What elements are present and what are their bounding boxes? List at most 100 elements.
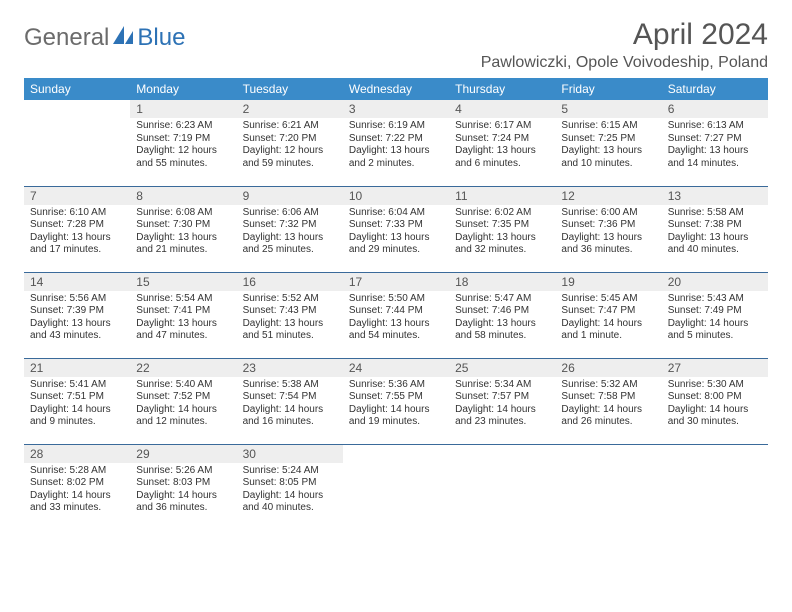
sunrise-text: Sunrise: 5:47 AM (455, 293, 549, 306)
day-number: 12 (555, 187, 661, 205)
day-header: Tuesday (237, 78, 343, 100)
sunset-text: Sunset: 7:51 PM (30, 391, 124, 404)
calendar-cell: 19Sunrise: 5:45 AMSunset: 7:47 PMDayligh… (555, 272, 661, 358)
sunset-text: Sunset: 7:41 PM (136, 305, 230, 318)
day-number: 18 (449, 273, 555, 291)
sunrise-text: Sunrise: 5:30 AM (668, 379, 762, 392)
calendar-table: Sunday Monday Tuesday Wednesday Thursday… (24, 78, 768, 530)
day-details: Sunrise: 6:08 AMSunset: 7:30 PMDaylight:… (130, 205, 236, 261)
sunrise-text: Sunrise: 5:28 AM (30, 465, 124, 478)
sunset-text: Sunset: 7:55 PM (349, 391, 443, 404)
sunrise-text: Sunrise: 5:43 AM (668, 293, 762, 306)
day-details: Sunrise: 5:24 AMSunset: 8:05 PMDaylight:… (237, 463, 343, 519)
calendar-body: 1Sunrise: 6:23 AMSunset: 7:19 PMDaylight… (24, 100, 768, 530)
title-block: April 2024 Pawlowiczki, Opole Voivodeshi… (481, 18, 768, 72)
day-number: 17 (343, 273, 449, 291)
day-details: Sunrise: 6:13 AMSunset: 7:27 PMDaylight:… (662, 118, 768, 174)
day-number: 15 (130, 273, 236, 291)
day-number: 5 (555, 100, 661, 118)
daylight-text: Daylight: 14 hours and 40 minutes. (243, 490, 337, 515)
day-details: Sunrise: 5:40 AMSunset: 7:52 PMDaylight:… (130, 377, 236, 433)
sunset-text: Sunset: 7:27 PM (668, 133, 762, 146)
calendar-cell: 3Sunrise: 6:19 AMSunset: 7:22 PMDaylight… (343, 100, 449, 186)
daylight-text: Daylight: 13 hours and 2 minutes. (349, 145, 443, 170)
sunrise-text: Sunrise: 6:21 AM (243, 120, 337, 133)
sunrise-text: Sunrise: 5:58 AM (668, 207, 762, 220)
sunrise-text: Sunrise: 5:26 AM (136, 465, 230, 478)
day-number: 30 (237, 445, 343, 463)
sunset-text: Sunset: 7:28 PM (30, 219, 124, 232)
calendar-cell (555, 444, 661, 530)
day-details: Sunrise: 6:21 AMSunset: 7:20 PMDaylight:… (237, 118, 343, 174)
sunset-text: Sunset: 7:49 PM (668, 305, 762, 318)
day-header: Thursday (449, 78, 555, 100)
daylight-text: Daylight: 14 hours and 9 minutes. (30, 404, 124, 429)
sunset-text: Sunset: 8:03 PM (136, 477, 230, 490)
day-details: Sunrise: 5:41 AMSunset: 7:51 PMDaylight:… (24, 377, 130, 433)
sunrise-text: Sunrise: 6:10 AM (30, 207, 124, 220)
day-number: 11 (449, 187, 555, 205)
daylight-text: Daylight: 12 hours and 59 minutes. (243, 145, 337, 170)
day-header: Monday (130, 78, 236, 100)
daylight-text: Daylight: 13 hours and 6 minutes. (455, 145, 549, 170)
sunrise-text: Sunrise: 5:38 AM (243, 379, 337, 392)
sunrise-text: Sunrise: 5:50 AM (349, 293, 443, 306)
sunrise-text: Sunrise: 6:02 AM (455, 207, 549, 220)
calendar-cell: 20Sunrise: 5:43 AMSunset: 7:49 PMDayligh… (662, 272, 768, 358)
day-details: Sunrise: 5:38 AMSunset: 7:54 PMDaylight:… (237, 377, 343, 433)
calendar-cell: 7Sunrise: 6:10 AMSunset: 7:28 PMDaylight… (24, 186, 130, 272)
calendar-cell: 25Sunrise: 5:34 AMSunset: 7:57 PMDayligh… (449, 358, 555, 444)
day-header: Saturday (662, 78, 768, 100)
daylight-text: Daylight: 14 hours and 36 minutes. (136, 490, 230, 515)
day-details: Sunrise: 5:54 AMSunset: 7:41 PMDaylight:… (130, 291, 236, 347)
day-number: 28 (24, 445, 130, 463)
calendar-week: 14Sunrise: 5:56 AMSunset: 7:39 PMDayligh… (24, 272, 768, 358)
calendar-cell: 11Sunrise: 6:02 AMSunset: 7:35 PMDayligh… (449, 186, 555, 272)
logo-text-general: General (24, 24, 109, 52)
day-number: 24 (343, 359, 449, 377)
daylight-text: Daylight: 14 hours and 16 minutes. (243, 404, 337, 429)
sunrise-text: Sunrise: 6:04 AM (349, 207, 443, 220)
sunset-text: Sunset: 7:33 PM (349, 219, 443, 232)
day-number: 9 (237, 187, 343, 205)
calendar-cell: 6Sunrise: 6:13 AMSunset: 7:27 PMDaylight… (662, 100, 768, 186)
day-details: Sunrise: 6:15 AMSunset: 7:25 PMDaylight:… (555, 118, 661, 174)
calendar-cell: 9Sunrise: 6:06 AMSunset: 7:32 PMDaylight… (237, 186, 343, 272)
logo-text-blue: Blue (137, 24, 185, 52)
day-number: 21 (24, 359, 130, 377)
sunset-text: Sunset: 7:19 PM (136, 133, 230, 146)
day-details: Sunrise: 5:52 AMSunset: 7:43 PMDaylight:… (237, 291, 343, 347)
daylight-text: Daylight: 14 hours and 23 minutes. (455, 404, 549, 429)
daylight-text: Daylight: 13 hours and 58 minutes. (455, 318, 549, 343)
location: Pawlowiczki, Opole Voivodeship, Poland (481, 54, 768, 72)
calendar-cell: 22Sunrise: 5:40 AMSunset: 7:52 PMDayligh… (130, 358, 236, 444)
sunset-text: Sunset: 8:00 PM (668, 391, 762, 404)
day-number: 27 (662, 359, 768, 377)
daylight-text: Daylight: 13 hours and 14 minutes. (668, 145, 762, 170)
day-details: Sunrise: 5:30 AMSunset: 8:00 PMDaylight:… (662, 377, 768, 433)
calendar-cell: 16Sunrise: 5:52 AMSunset: 7:43 PMDayligh… (237, 272, 343, 358)
calendar-cell: 10Sunrise: 6:04 AMSunset: 7:33 PMDayligh… (343, 186, 449, 272)
day-number: 14 (24, 273, 130, 291)
calendar-cell: 15Sunrise: 5:54 AMSunset: 7:41 PMDayligh… (130, 272, 236, 358)
day-details: Sunrise: 5:50 AMSunset: 7:44 PMDaylight:… (343, 291, 449, 347)
sunset-text: Sunset: 8:02 PM (30, 477, 124, 490)
calendar-cell: 18Sunrise: 5:47 AMSunset: 7:46 PMDayligh… (449, 272, 555, 358)
day-details: Sunrise: 5:58 AMSunset: 7:38 PMDaylight:… (662, 205, 768, 261)
sunrise-text: Sunrise: 5:32 AM (561, 379, 655, 392)
day-number: 4 (449, 100, 555, 118)
calendar-cell: 1Sunrise: 6:23 AMSunset: 7:19 PMDaylight… (130, 100, 236, 186)
sunset-text: Sunset: 7:43 PM (243, 305, 337, 318)
sunrise-text: Sunrise: 6:00 AM (561, 207, 655, 220)
daylight-text: Daylight: 13 hours and 10 minutes. (561, 145, 655, 170)
calendar-cell: 23Sunrise: 5:38 AMSunset: 7:54 PMDayligh… (237, 358, 343, 444)
daylight-text: Daylight: 13 hours and 43 minutes. (30, 318, 124, 343)
calendar-cell: 29Sunrise: 5:26 AMSunset: 8:03 PMDayligh… (130, 444, 236, 530)
daylight-text: Daylight: 13 hours and 32 minutes. (455, 232, 549, 257)
sunset-text: Sunset: 7:36 PM (561, 219, 655, 232)
calendar-header-row: Sunday Monday Tuesday Wednesday Thursday… (24, 78, 768, 100)
calendar-cell: 21Sunrise: 5:41 AMSunset: 7:51 PMDayligh… (24, 358, 130, 444)
calendar-cell: 4Sunrise: 6:17 AMSunset: 7:24 PMDaylight… (449, 100, 555, 186)
day-details: Sunrise: 6:17 AMSunset: 7:24 PMDaylight:… (449, 118, 555, 174)
day-number: 6 (662, 100, 768, 118)
